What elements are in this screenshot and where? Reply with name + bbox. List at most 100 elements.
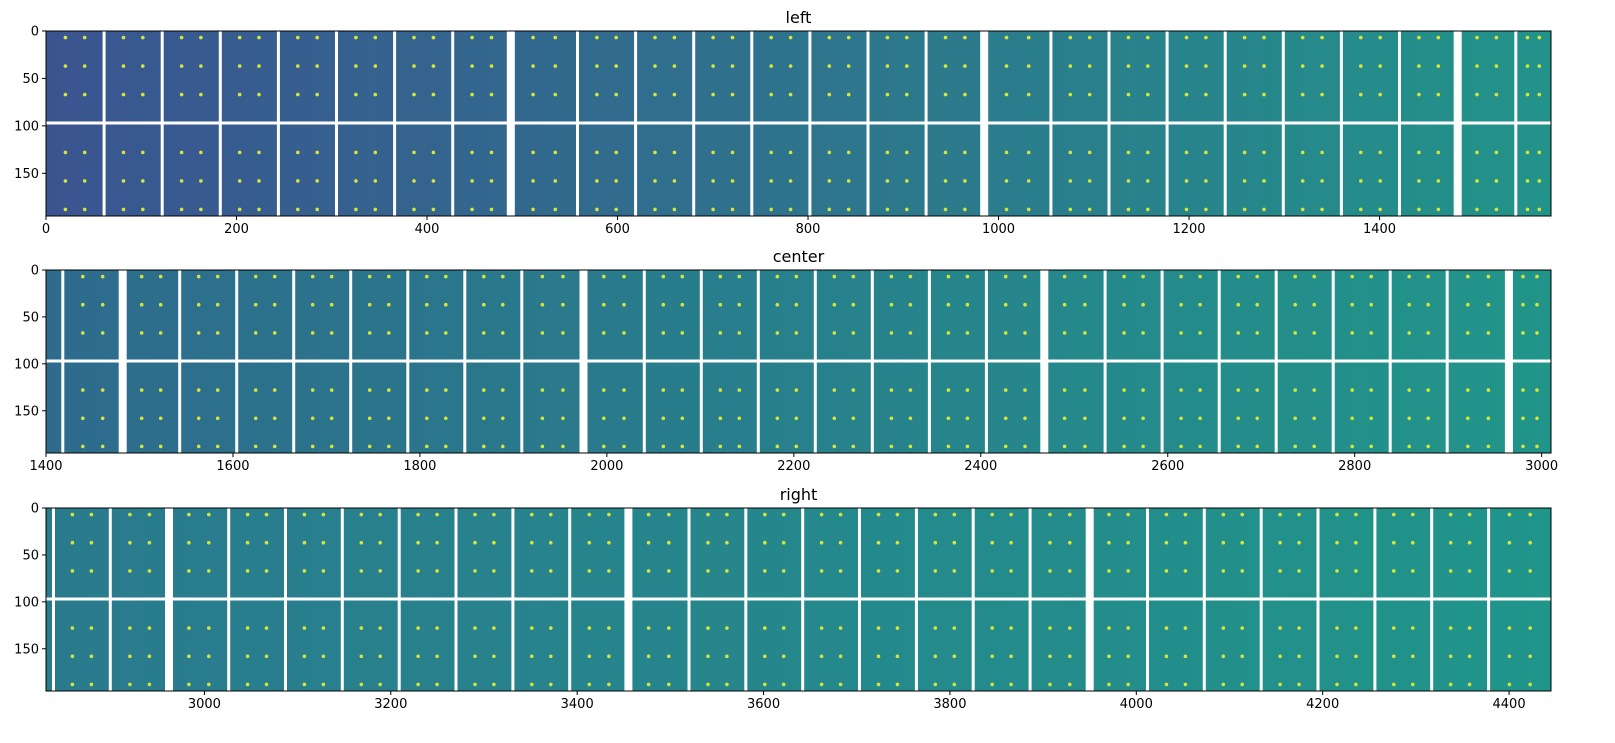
spot xyxy=(329,416,334,421)
spot xyxy=(1411,540,1415,545)
spot xyxy=(1179,302,1183,307)
spot xyxy=(672,207,677,212)
spot xyxy=(253,388,258,392)
spot xyxy=(378,512,383,517)
spot xyxy=(1183,512,1188,517)
spot xyxy=(310,331,315,335)
spot xyxy=(1535,444,1539,449)
spot xyxy=(711,207,715,212)
spot xyxy=(1392,682,1396,687)
spot xyxy=(587,540,592,545)
spot xyxy=(1184,179,1189,183)
spot xyxy=(943,179,948,183)
spot xyxy=(646,682,651,687)
spot xyxy=(1528,569,1532,573)
spot xyxy=(1221,512,1226,517)
spot xyxy=(70,569,75,573)
spot xyxy=(680,274,685,279)
panel-title: left xyxy=(786,8,812,27)
spot xyxy=(82,92,87,97)
x-tick-label: 4200 xyxy=(1306,697,1339,712)
spot xyxy=(531,150,535,155)
spot xyxy=(1083,388,1087,392)
spot xyxy=(1525,207,1530,212)
spot xyxy=(819,512,824,517)
spot xyxy=(473,654,477,659)
spot xyxy=(1350,416,1354,421)
spot xyxy=(425,444,429,449)
spot xyxy=(952,569,957,573)
spot xyxy=(321,512,326,517)
spot xyxy=(435,626,439,630)
spot xyxy=(943,92,948,97)
spot xyxy=(540,416,545,421)
spot xyxy=(952,626,957,630)
spot xyxy=(354,179,358,183)
x-tick-label: 4000 xyxy=(1120,697,1153,712)
spot xyxy=(706,569,710,573)
spot xyxy=(412,64,416,68)
spot xyxy=(1407,416,1411,421)
spot xyxy=(1486,274,1491,279)
spot xyxy=(329,302,334,307)
spot xyxy=(933,682,938,687)
spot xyxy=(1087,35,1092,40)
spot xyxy=(354,150,358,155)
spot xyxy=(196,388,201,392)
spot xyxy=(141,150,145,155)
x-tick-label: 2000 xyxy=(590,459,623,474)
spot xyxy=(952,682,957,687)
spot xyxy=(718,274,723,279)
spot xyxy=(607,540,611,545)
spot xyxy=(264,626,269,630)
spot xyxy=(257,207,261,212)
spot xyxy=(63,92,68,97)
spot xyxy=(82,179,87,183)
spot xyxy=(121,150,126,155)
spot xyxy=(646,540,651,545)
spot xyxy=(933,569,938,573)
spot xyxy=(706,682,710,687)
spot xyxy=(1122,274,1126,279)
spot xyxy=(89,512,94,517)
spot xyxy=(908,444,913,449)
spot xyxy=(653,207,657,212)
spot xyxy=(1004,92,1009,97)
spot xyxy=(1146,150,1150,155)
spot xyxy=(63,207,68,212)
spot xyxy=(1122,416,1126,421)
spot xyxy=(990,540,994,545)
spot xyxy=(549,682,553,687)
y-tick-label: 150 xyxy=(14,167,39,182)
spot xyxy=(237,35,242,40)
spot xyxy=(1417,179,1421,183)
spot xyxy=(425,274,429,279)
spot xyxy=(851,331,856,335)
spot xyxy=(895,654,900,659)
spot xyxy=(425,331,429,335)
spot xyxy=(1068,512,1072,517)
spot xyxy=(359,682,364,687)
spot xyxy=(1448,626,1453,630)
spot xyxy=(730,150,735,155)
panel-title: center xyxy=(773,247,825,266)
spot xyxy=(1023,416,1027,421)
spot xyxy=(199,207,203,212)
spot xyxy=(70,654,75,659)
spot xyxy=(667,682,671,687)
spot xyxy=(315,92,320,97)
spot xyxy=(1068,207,1073,212)
spot xyxy=(661,274,666,279)
x-tick-label: 3000 xyxy=(1525,459,1558,474)
spot xyxy=(725,626,729,630)
spot xyxy=(1378,207,1382,212)
spot xyxy=(943,207,948,212)
spot xyxy=(1335,569,1339,573)
spot xyxy=(492,626,496,630)
spot xyxy=(196,274,201,279)
spot xyxy=(1126,207,1131,212)
spot xyxy=(595,64,599,68)
spot xyxy=(1221,540,1226,545)
spot xyxy=(1528,626,1532,630)
spot xyxy=(646,569,651,573)
